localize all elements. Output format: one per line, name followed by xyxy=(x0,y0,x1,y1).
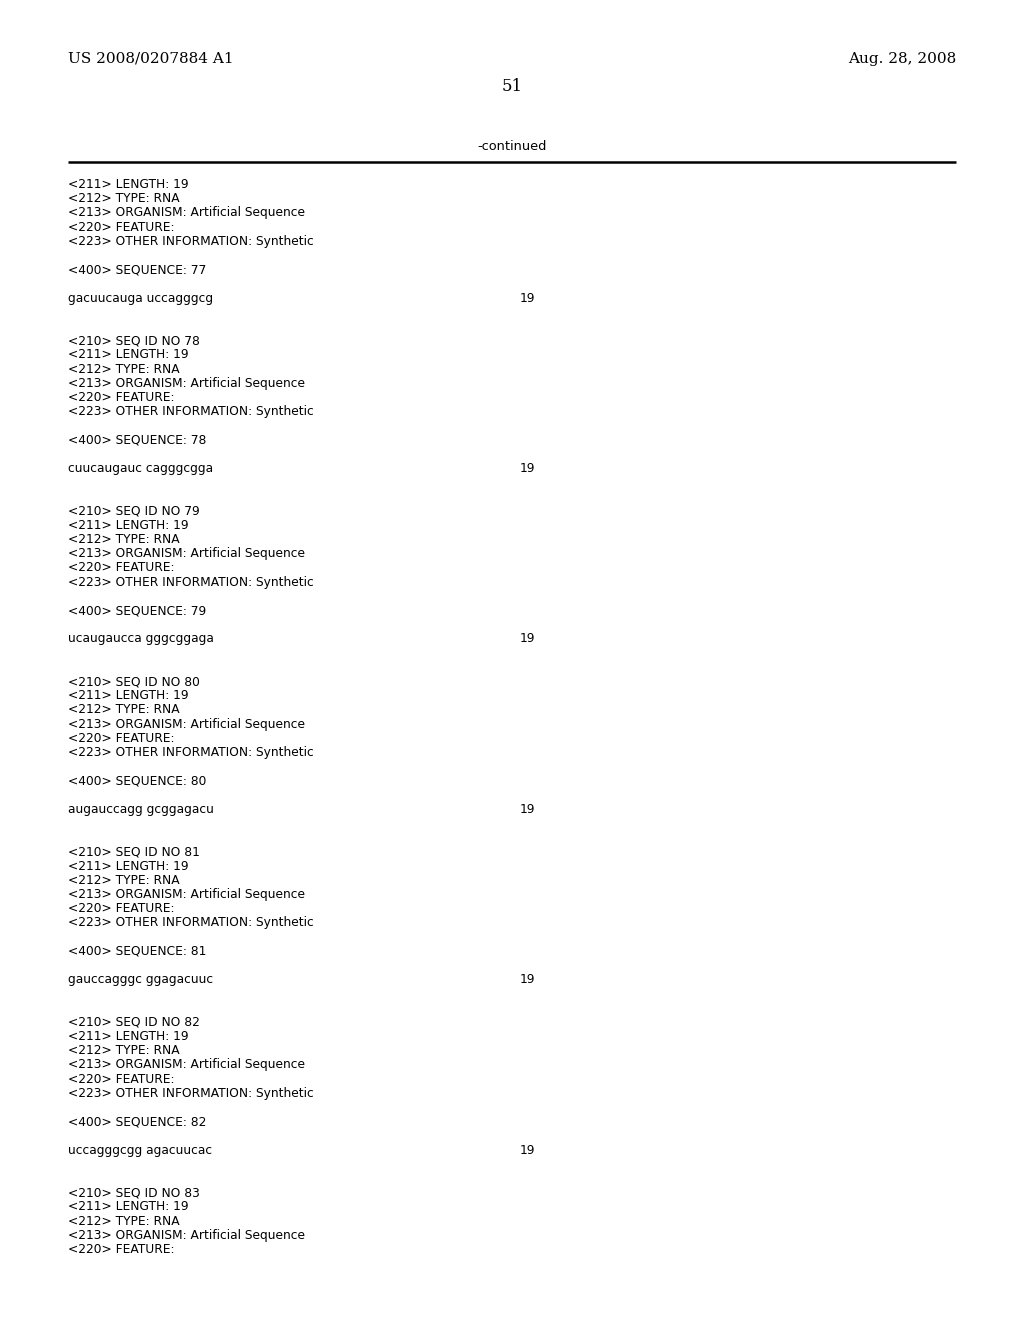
Text: <223> OTHER INFORMATION: Synthetic: <223> OTHER INFORMATION: Synthetic xyxy=(68,235,313,248)
Text: <223> OTHER INFORMATION: Synthetic: <223> OTHER INFORMATION: Synthetic xyxy=(68,916,313,929)
Text: <223> OTHER INFORMATION: Synthetic: <223> OTHER INFORMATION: Synthetic xyxy=(68,1086,313,1100)
Text: <220> FEATURE:: <220> FEATURE: xyxy=(68,220,174,234)
Text: <400> SEQUENCE: 82: <400> SEQUENCE: 82 xyxy=(68,1115,207,1129)
Text: <213> ORGANISM: Artificial Sequence: <213> ORGANISM: Artificial Sequence xyxy=(68,376,305,389)
Text: <213> ORGANISM: Artificial Sequence: <213> ORGANISM: Artificial Sequence xyxy=(68,1059,305,1072)
Text: 19: 19 xyxy=(520,462,536,475)
Text: <223> OTHER INFORMATION: Synthetic: <223> OTHER INFORMATION: Synthetic xyxy=(68,746,313,759)
Text: uccagggcgg agacuucac: uccagggcgg agacuucac xyxy=(68,1143,212,1156)
Text: gacuucauga uccagggcg: gacuucauga uccagggcg xyxy=(68,292,213,305)
Text: <212> TYPE: RNA: <212> TYPE: RNA xyxy=(68,363,179,376)
Text: <220> FEATURE:: <220> FEATURE: xyxy=(68,1073,174,1085)
Text: <210> SEQ ID NO 81: <210> SEQ ID NO 81 xyxy=(68,845,200,858)
Text: 19: 19 xyxy=(520,1143,536,1156)
Text: US 2008/0207884 A1: US 2008/0207884 A1 xyxy=(68,51,233,66)
Text: <210> SEQ ID NO 79: <210> SEQ ID NO 79 xyxy=(68,504,200,517)
Text: <212> TYPE: RNA: <212> TYPE: RNA xyxy=(68,874,179,887)
Text: 19: 19 xyxy=(520,632,536,645)
Text: <211> LENGTH: 19: <211> LENGTH: 19 xyxy=(68,519,188,532)
Text: <210> SEQ ID NO 83: <210> SEQ ID NO 83 xyxy=(68,1187,200,1199)
Text: <213> ORGANISM: Artificial Sequence: <213> ORGANISM: Artificial Sequence xyxy=(68,206,305,219)
Text: ucaugaucca gggcggaga: ucaugaucca gggcggaga xyxy=(68,632,214,645)
Text: <212> TYPE: RNA: <212> TYPE: RNA xyxy=(68,1214,179,1228)
Text: gauccagggc ggagacuuc: gauccagggc ggagacuuc xyxy=(68,973,213,986)
Text: <212> TYPE: RNA: <212> TYPE: RNA xyxy=(68,704,179,717)
Text: <220> FEATURE:: <220> FEATURE: xyxy=(68,561,174,574)
Text: <212> TYPE: RNA: <212> TYPE: RNA xyxy=(68,533,179,546)
Text: <223> OTHER INFORMATION: Synthetic: <223> OTHER INFORMATION: Synthetic xyxy=(68,405,313,418)
Text: <400> SEQUENCE: 77: <400> SEQUENCE: 77 xyxy=(68,263,206,276)
Text: -continued: -continued xyxy=(477,140,547,153)
Text: <212> TYPE: RNA: <212> TYPE: RNA xyxy=(68,193,179,205)
Text: <400> SEQUENCE: 81: <400> SEQUENCE: 81 xyxy=(68,945,207,958)
Text: <213> ORGANISM: Artificial Sequence: <213> ORGANISM: Artificial Sequence xyxy=(68,888,305,902)
Text: <210> SEQ ID NO 80: <210> SEQ ID NO 80 xyxy=(68,675,200,688)
Text: <213> ORGANISM: Artificial Sequence: <213> ORGANISM: Artificial Sequence xyxy=(68,718,305,730)
Text: <210> SEQ ID NO 82: <210> SEQ ID NO 82 xyxy=(68,1016,200,1028)
Text: <220> FEATURE:: <220> FEATURE: xyxy=(68,902,174,915)
Text: <400> SEQUENCE: 78: <400> SEQUENCE: 78 xyxy=(68,433,207,446)
Text: 19: 19 xyxy=(520,973,536,986)
Text: <210> SEQ ID NO 78: <210> SEQ ID NO 78 xyxy=(68,334,200,347)
Text: <211> LENGTH: 19: <211> LENGTH: 19 xyxy=(68,1030,188,1043)
Text: <223> OTHER INFORMATION: Synthetic: <223> OTHER INFORMATION: Synthetic xyxy=(68,576,313,589)
Text: <220> FEATURE:: <220> FEATURE: xyxy=(68,391,174,404)
Text: <220> FEATURE:: <220> FEATURE: xyxy=(68,731,174,744)
Text: 19: 19 xyxy=(520,292,536,305)
Text: <211> LENGTH: 19: <211> LENGTH: 19 xyxy=(68,859,188,873)
Text: cuucaugauc cagggcgga: cuucaugauc cagggcgga xyxy=(68,462,213,475)
Text: <400> SEQUENCE: 79: <400> SEQUENCE: 79 xyxy=(68,605,206,616)
Text: <211> LENGTH: 19: <211> LENGTH: 19 xyxy=(68,178,188,191)
Text: <213> ORGANISM: Artificial Sequence: <213> ORGANISM: Artificial Sequence xyxy=(68,548,305,560)
Text: <220> FEATURE:: <220> FEATURE: xyxy=(68,1243,174,1257)
Text: <211> LENGTH: 19: <211> LENGTH: 19 xyxy=(68,348,188,362)
Text: <211> LENGTH: 19: <211> LENGTH: 19 xyxy=(68,1200,188,1213)
Text: augauccagg gcggagacu: augauccagg gcggagacu xyxy=(68,803,214,816)
Text: <400> SEQUENCE: 80: <400> SEQUENCE: 80 xyxy=(68,775,207,788)
Text: Aug. 28, 2008: Aug. 28, 2008 xyxy=(848,51,956,66)
Text: 51: 51 xyxy=(502,78,522,95)
Text: <213> ORGANISM: Artificial Sequence: <213> ORGANISM: Artificial Sequence xyxy=(68,1229,305,1242)
Text: <211> LENGTH: 19: <211> LENGTH: 19 xyxy=(68,689,188,702)
Text: <212> TYPE: RNA: <212> TYPE: RNA xyxy=(68,1044,179,1057)
Text: 19: 19 xyxy=(520,803,536,816)
